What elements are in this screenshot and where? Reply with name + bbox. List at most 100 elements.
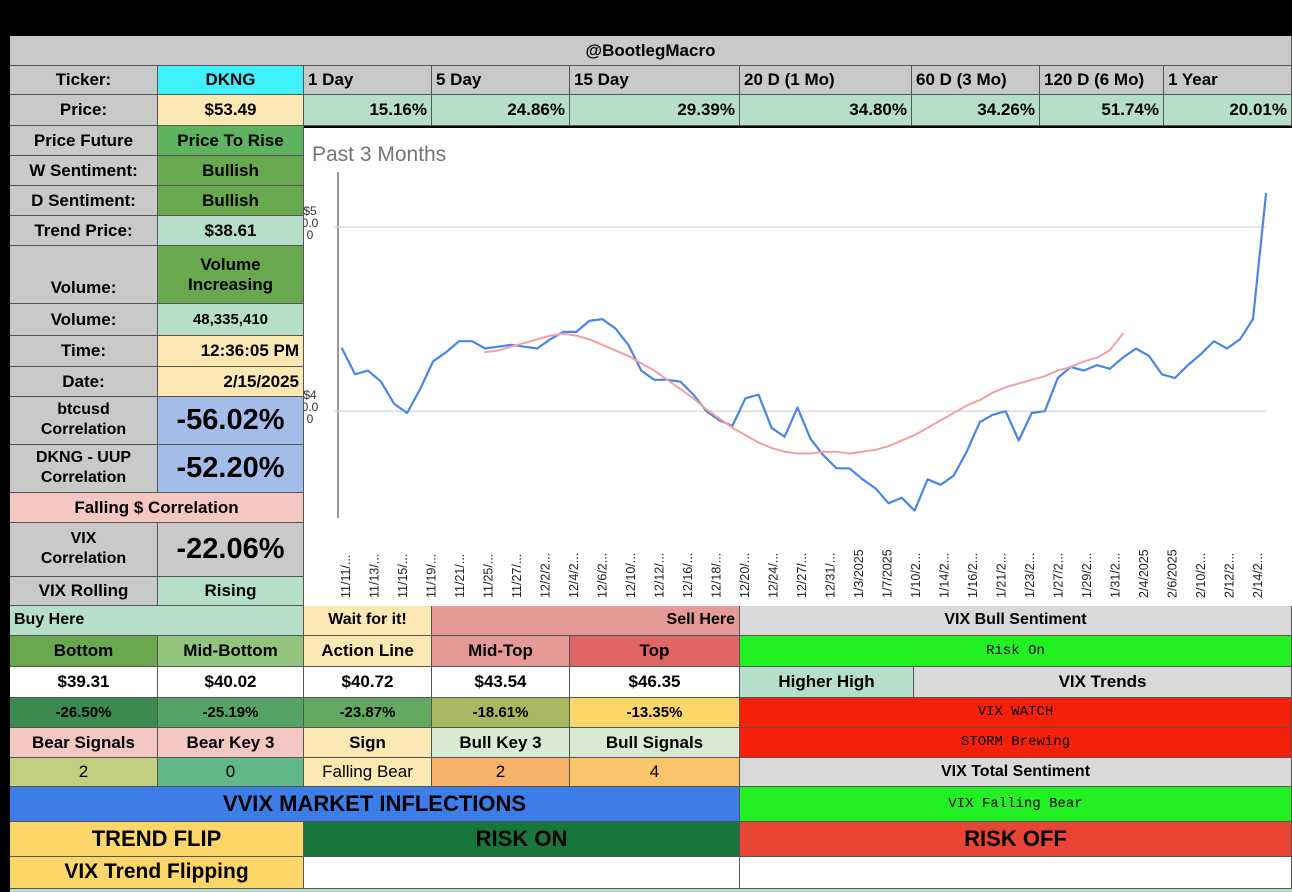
x-tick-label: 1/14/2... [938,553,952,598]
x-tick-label: 2/14/2... [1251,553,1265,598]
btc-corr-label: btcusd Correlation [10,397,158,445]
level-header-top: Top [570,636,740,667]
x-tick-label: 11/25/... [482,554,496,598]
btc-corr-value: -56.02% [158,397,304,445]
x-tick-label: 11/11/... [339,555,353,598]
time-value: 12:36:05 PM [158,336,304,367]
period-1d-change: 15.16% [304,95,432,126]
volume-label: Volume: [10,304,158,336]
storm-brewing-status: STORM Brewing [740,728,1292,758]
x-tick-label: 12/18/... [710,553,724,598]
bottom-strip [10,889,1292,892]
header-title: @BootlegMacro [10,36,1292,66]
price-chart: Past 3 Months $50.00 $40.00 11/11/... 11/13/… [304,128,1292,607]
volume-value: 48,335,410 [158,304,304,336]
btc-corr-label-line2: Correlation [40,421,127,438]
level-header-mid-bottom: Mid-Bottom [158,636,304,667]
y-tick-label: $40.00 [304,388,319,426]
x-tick-label: 1/31/2... [1109,553,1123,598]
x-tick-label: 1/21/2... [995,553,1009,598]
x-tick-label: 2/4/2025 [1137,549,1151,598]
x-tick-label: 1/16/2... [966,553,980,598]
vix-corr-value: -22.06% [158,523,304,577]
vix-corr-label-line1: VIX [70,530,97,548]
d-sentiment-value: Bullish [158,186,304,216]
x-tick-label: 1/29/2... [1080,553,1094,598]
ticker-value[interactable]: DKNG [158,66,304,95]
x-tick-label: 2/12/2... [1223,553,1237,598]
risk-off-label: RISK OFF [740,822,1292,857]
level-price-top: $46.35 [570,667,740,698]
period-1y-change: 20.01% [1164,95,1292,126]
volume-trend-line1: Volume [200,254,261,274]
volume-trend-line2: Increasing [187,274,274,294]
x-tick-label: 12/10/... [624,553,638,598]
date-value: 2/15/2025 [158,367,304,397]
signal-value-bear-key3: 0 [158,758,304,787]
level-pct-mid-top: -18.61% [432,698,570,728]
falling-dollar-correlation: Falling $ Correlation [10,493,304,523]
price-future-label: Price Future [10,126,158,156]
x-tick-label: 1/27/2... [1052,553,1066,598]
x-tick-label: 12/12/... [653,553,667,598]
level-price-mid-bottom: $40.02 [158,667,304,698]
top-bar [0,0,1292,36]
level-pct-mid-bottom: -25.19% [158,698,304,728]
signal-header-bull-signals: Bull Signals [570,728,740,758]
period-60d-label: 60 D (3 Mo) [912,66,1040,95]
ticker-label: Ticker: [10,66,158,95]
vix-trends-label: VIX Trends [914,667,1292,698]
level-header-action-line: Action Line [304,636,432,667]
x-tick-label: 11/15/... [396,554,410,598]
vix-total-sentiment-label: VIX Total Sentiment [740,758,1292,787]
d-sentiment-label: D Sentiment: [10,186,158,216]
trend-series-line [484,332,1124,455]
x-tick-label: 11/13/... [368,554,382,598]
level-price-action-line: $40.72 [304,667,432,698]
level-header-mid-top: Mid-Top [432,636,570,667]
trend-flip-label: TREND FLIP [10,822,304,857]
period-120d-label: 120 D (6 Mo) [1040,66,1164,95]
signal-header-bear-key3: Bear Key 3 [158,728,304,758]
wait-label: Wait for it! [304,606,432,636]
risk-on-status: Risk On [740,636,1292,667]
x-tick-label: 1/23/2... [1023,553,1037,598]
vix-rolling-label: VIX Rolling [10,577,158,606]
signal-value-bull-signals: 4 [570,758,740,787]
vix-corr-label: VIX Correlation [10,523,158,577]
period-20d-change: 34.80% [740,95,912,126]
x-tick-label: 12/24/... [767,553,781,598]
risk-on-cell [304,857,740,889]
signal-header-bear-signals: Bear Signals [10,728,158,758]
x-tick-label: 11/21/... [453,554,467,598]
btc-corr-label-line1: btcusd [57,401,110,419]
vix-rolling-value: Rising [158,577,304,606]
w-sentiment-value: Bullish [158,156,304,186]
chart-title: Past 3 Months [312,143,446,166]
vix-watch-status: VIX WATCH [740,698,1292,728]
risk-off-cell [740,857,1292,889]
period-120d-change: 51.74% [1040,95,1164,126]
x-tick-label: 12/2/2... [539,553,553,598]
x-tick-label: 2/10/2... [1194,553,1208,598]
trend-price-label: Trend Price: [10,216,158,246]
period-1d-label: 1 Day [304,66,432,95]
uup-corr-label-line1: DKNG - UUP [35,449,132,467]
x-tick-label: 1/7/2025 [881,549,895,598]
period-5d-change: 24.86% [432,95,570,126]
uup-corr-label-line2: Correlation [40,469,127,486]
x-tick-label: 12/31/... [824,553,838,598]
price-future-value: Price To Rise [158,126,304,156]
level-header-bottom: Bottom [10,636,158,667]
uup-corr-value: -52.20% [158,445,304,493]
period-20d-label: 20 D (1 Mo) [740,66,912,95]
uup-corr-label: DKNG - UUP Correlation [10,445,158,493]
w-sentiment-label: W Sentiment: [10,156,158,186]
level-price-mid-top: $43.54 [432,667,570,698]
vix-trend-flipping-label: VIX Trend Flipping [10,857,304,889]
x-tick-label: 12/16/... [681,553,695,598]
vix-bull-sentiment-label: VIX Bull Sentiment [740,606,1292,636]
period-1y-label: 1 Year [1164,66,1292,95]
period-15d-change: 29.39% [570,95,740,126]
